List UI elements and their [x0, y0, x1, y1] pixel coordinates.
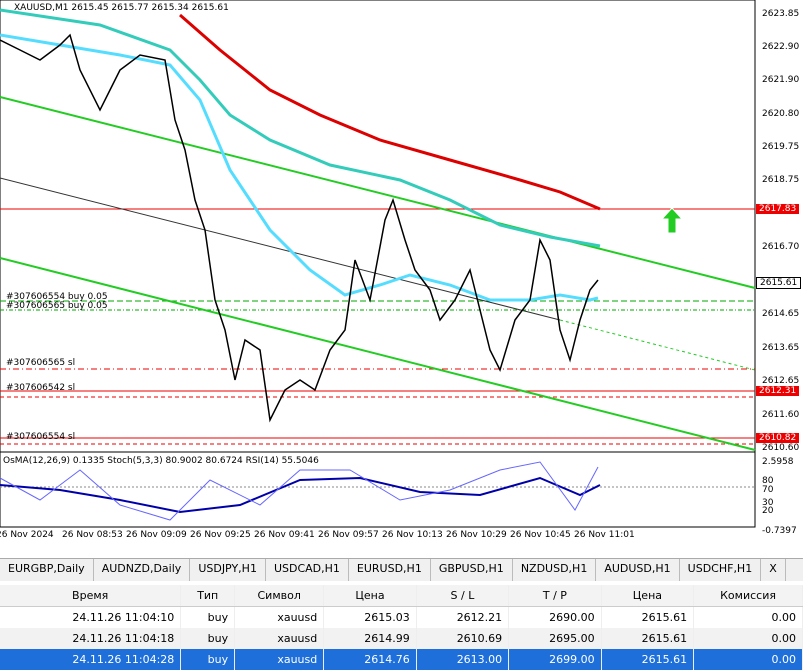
indicator-label: 70: [762, 485, 774, 495]
column-header: Время: [0, 585, 182, 607]
tab[interactable]: X: [761, 559, 786, 581]
indicator-label: 80: [762, 476, 774, 486]
cell: 2610.69: [416, 628, 510, 649]
price-label: 2622.90: [762, 42, 800, 52]
cell: 24.11.26 11:04:18: [0, 628, 182, 649]
column-header: Символ: [234, 585, 325, 607]
tab[interactable]: NZDUSD,H1: [513, 559, 597, 581]
column-header: Цена: [323, 585, 417, 607]
price-label: 2619.75: [762, 142, 800, 152]
cell: buy: [180, 628, 236, 649]
table-row[interactable]: 24.11.26 11:04:28 buy xauusd 2614.76 2613.00…: [0, 649, 803, 670]
time-label: 26 Nov 09:57: [318, 530, 379, 540]
price-label: 2610.82: [756, 433, 800, 443]
cell: 2614.99: [323, 628, 417, 649]
tab[interactable]: EURGBP,Daily: [0, 559, 94, 581]
cell: 2615.61: [601, 606, 695, 628]
cell: buy: [180, 606, 236, 628]
cell: 2615.61: [601, 628, 695, 649]
indicator-label: -0.7397: [762, 526, 797, 536]
cell: 2690.00: [508, 606, 602, 628]
price-label: 2610.60: [762, 443, 800, 453]
price-label: 2620.80: [762, 109, 800, 119]
price-label: 2611.60: [762, 410, 800, 420]
column-header: T / P: [508, 585, 602, 607]
cell: xauusd: [234, 628, 325, 649]
price-label: 2612.65: [762, 376, 800, 386]
indicator-header: OsMA(12,26,9) 0.1335 Stoch(5,3,3) 80.900…: [3, 456, 319, 466]
cell: 0.00: [693, 649, 803, 670]
indicator-label: 20: [762, 506, 774, 516]
time-label: 26 Nov 09:41: [254, 530, 315, 540]
indicator-label: 30: [762, 498, 774, 508]
tab[interactable]: GBPUSD,H1: [431, 559, 513, 581]
tab[interactable]: AUDNZD,Daily: [94, 559, 191, 581]
price-label: 2613.65: [762, 343, 800, 353]
table-row[interactable]: 24.11.26 11:04:10 buy xauusd 2615.03 2612.21…: [0, 606, 803, 628]
cell: buy: [180, 649, 236, 670]
cell: xauusd: [234, 649, 325, 670]
order-label: #307606542 sl: [6, 383, 76, 393]
tab[interactable]: AUDUSD,H1: [596, 559, 680, 581]
table-row[interactable]: 24.11.26 11:04:18 buy xauusd 2614.99 2610.69…: [0, 628, 803, 649]
column-header: Тип: [180, 585, 236, 607]
cell: xauusd: [234, 606, 325, 628]
cell: 2614.76: [323, 649, 417, 670]
time-label: 26 Nov 2024: [0, 530, 54, 540]
tab[interactable]: USDCAD,H1: [266, 559, 349, 581]
cell: 0.00: [693, 628, 803, 649]
tab[interactable]: USDCHF,H1: [680, 559, 762, 581]
time-label: 26 Nov 11:01: [574, 530, 635, 540]
price-label: 2616.70: [762, 242, 800, 252]
cell: 2612.21: [416, 606, 510, 628]
price-label: 2621.90: [762, 75, 800, 85]
indicator-label: 2.5958: [762, 457, 794, 467]
order-label: #307606554 buy 0.05: [6, 292, 108, 302]
time-label: 26 Nov 08:53: [62, 530, 123, 540]
cell: 2613.00: [416, 649, 510, 670]
cell: 24.11.26 11:04:10: [0, 606, 182, 628]
cell: 2699.00: [508, 649, 602, 670]
cell: 2615.61: [601, 649, 695, 670]
cell: 2615.03: [323, 606, 417, 628]
time-label: 26 Nov 09:09: [126, 530, 187, 540]
order-label: #307606565 buy 0.05: [6, 301, 108, 311]
column-header: Комиссия: [693, 585, 803, 607]
tabs: EURGBP,Daily AUDNZD,Daily USDJPY,H1 USDCAD,…: [0, 558, 803, 581]
price-label: 2612.31: [756, 386, 800, 396]
price-label: 2623.85: [762, 9, 800, 19]
cell: 2695.00: [508, 628, 602, 649]
order-label: #307606565 sl: [6, 358, 76, 368]
price-label: 2617.83: [756, 204, 800, 214]
column-header: S / L: [416, 585, 510, 607]
price-label: 2614.65: [762, 309, 800, 319]
order-label: #307606554 sl: [6, 432, 76, 442]
column-header: Цена: [601, 585, 695, 607]
chart-header: XAUUSD,M1 2615.45 2615.77 2615.34 2615.6…: [14, 3, 229, 13]
price-label: 2618.75: [762, 175, 800, 185]
time-label: 26 Nov 10:13: [382, 530, 443, 540]
tab[interactable]: EURUSD,H1: [349, 559, 431, 581]
cell: 0.00: [693, 606, 803, 628]
time-label: 26 Nov 10:29: [446, 530, 507, 540]
time-label: 26 Nov 10:45: [510, 530, 571, 540]
chart-graphics: [0, 0, 756, 528]
cell: 24.11.26 11:04:28: [0, 649, 182, 670]
price-label: 2615.61: [756, 277, 802, 289]
time-label: 26 Nov 09:25: [190, 530, 251, 540]
tab[interactable]: USDJPY,H1: [190, 559, 266, 581]
